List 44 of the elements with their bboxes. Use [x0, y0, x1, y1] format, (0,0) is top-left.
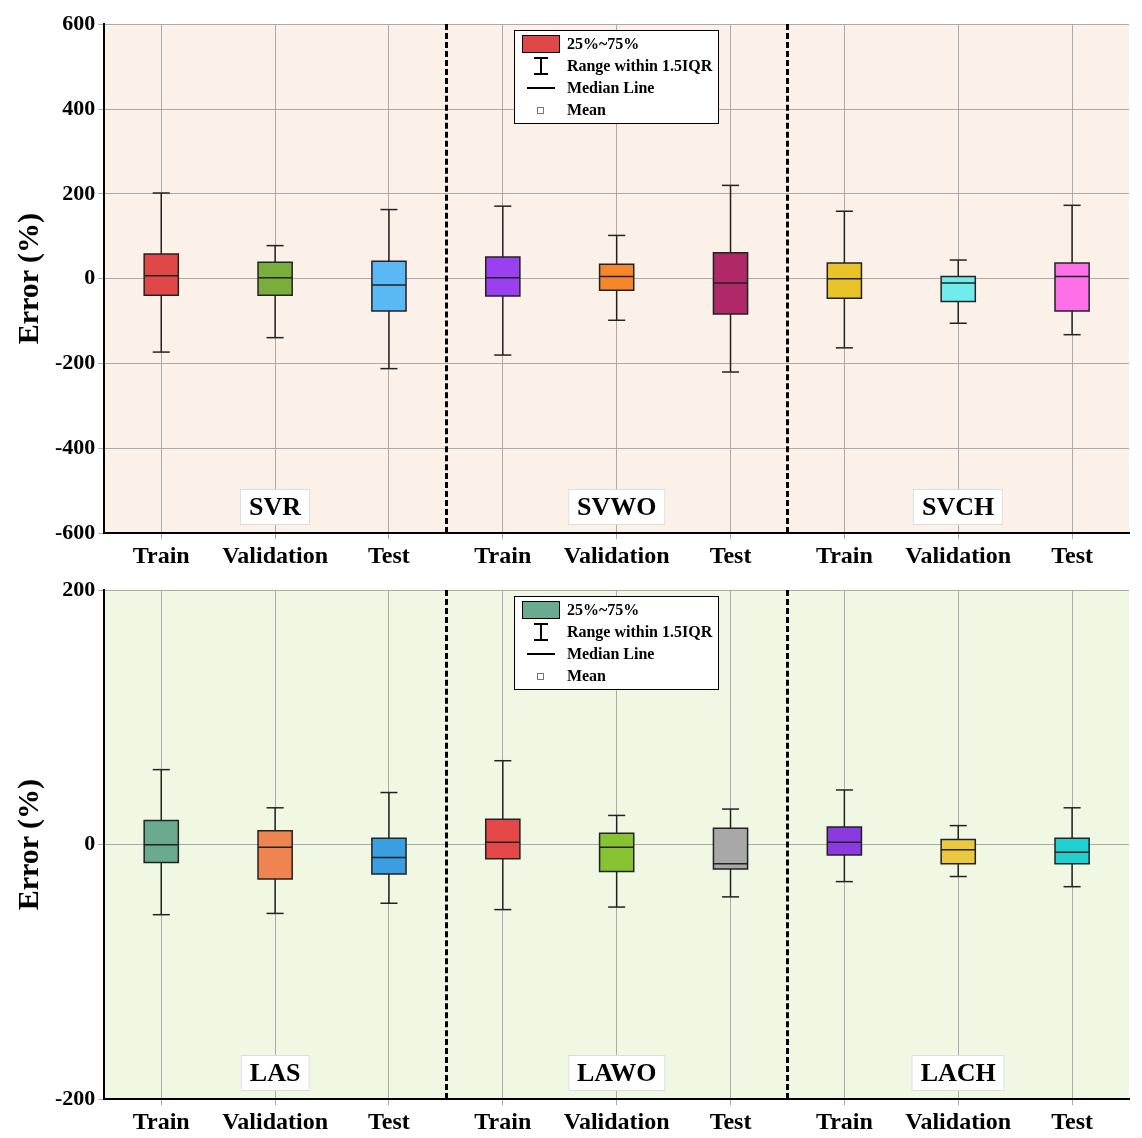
annotation: SVR: [240, 489, 311, 526]
y-axis-title: Error (%): [10, 213, 45, 345]
y-axis-title: Error (%): [10, 779, 45, 911]
annotation: Mean: [566, 667, 606, 686]
x-tick-label: Validation: [905, 541, 1012, 568]
legend-label: 25%~75%: [566, 35, 640, 54]
x-tick-label: Validation: [905, 1107, 1012, 1134]
annotation: Range within 1.5IQR: [566, 623, 713, 642]
x-tick-label: Train: [132, 541, 190, 568]
x-tick-label: Test: [1051, 1107, 1093, 1134]
annotation: LAWO: [567, 1055, 666, 1092]
annotation: Mean: [566, 101, 606, 120]
x-tick-label: Train: [132, 1107, 190, 1134]
y-tick-label: -200: [55, 1084, 96, 1110]
annotation: Range within 1.5IQR: [566, 57, 713, 76]
x-tick-label: Test: [709, 541, 752, 568]
annotation: LAS: [240, 1055, 310, 1092]
y-tick-label: -200: [55, 349, 96, 375]
x-tick-label: Test: [368, 1107, 410, 1134]
annotation: Median Line: [566, 645, 655, 664]
x-tick-label: Test: [1051, 541, 1093, 568]
x-tick-label: Validation: [222, 1107, 329, 1134]
y-tick-label: -600: [55, 518, 96, 544]
legend-label: 25%~75%: [566, 601, 640, 620]
x-tick-label: Train: [474, 1107, 532, 1134]
x-tick-label: Train: [474, 541, 532, 568]
annotation: Median Line: [566, 79, 655, 98]
y-tick-label: 200: [62, 179, 96, 205]
x-tick-label: Test: [368, 541, 410, 568]
x-tick-label: Train: [815, 1107, 873, 1134]
y-tick-label: 600: [62, 9, 96, 35]
y-tick-label: 0: [84, 830, 96, 856]
y-tick-label: 0: [84, 264, 96, 290]
annotation: SVCH: [913, 489, 1004, 526]
x-tick-label: Validation: [222, 541, 329, 568]
y-tick-label: 400: [62, 94, 96, 120]
x-tick-label: Validation: [563, 541, 670, 568]
x-tick-label: Validation: [563, 1107, 670, 1134]
x-tick-label: Test: [709, 1107, 752, 1134]
x-tick-label: Train: [815, 541, 873, 568]
y-tick-label: -400: [55, 434, 96, 460]
annotation: SVWO: [567, 489, 666, 526]
annotation: LACH: [911, 1055, 1005, 1092]
y-tick-label: 200: [62, 575, 96, 601]
